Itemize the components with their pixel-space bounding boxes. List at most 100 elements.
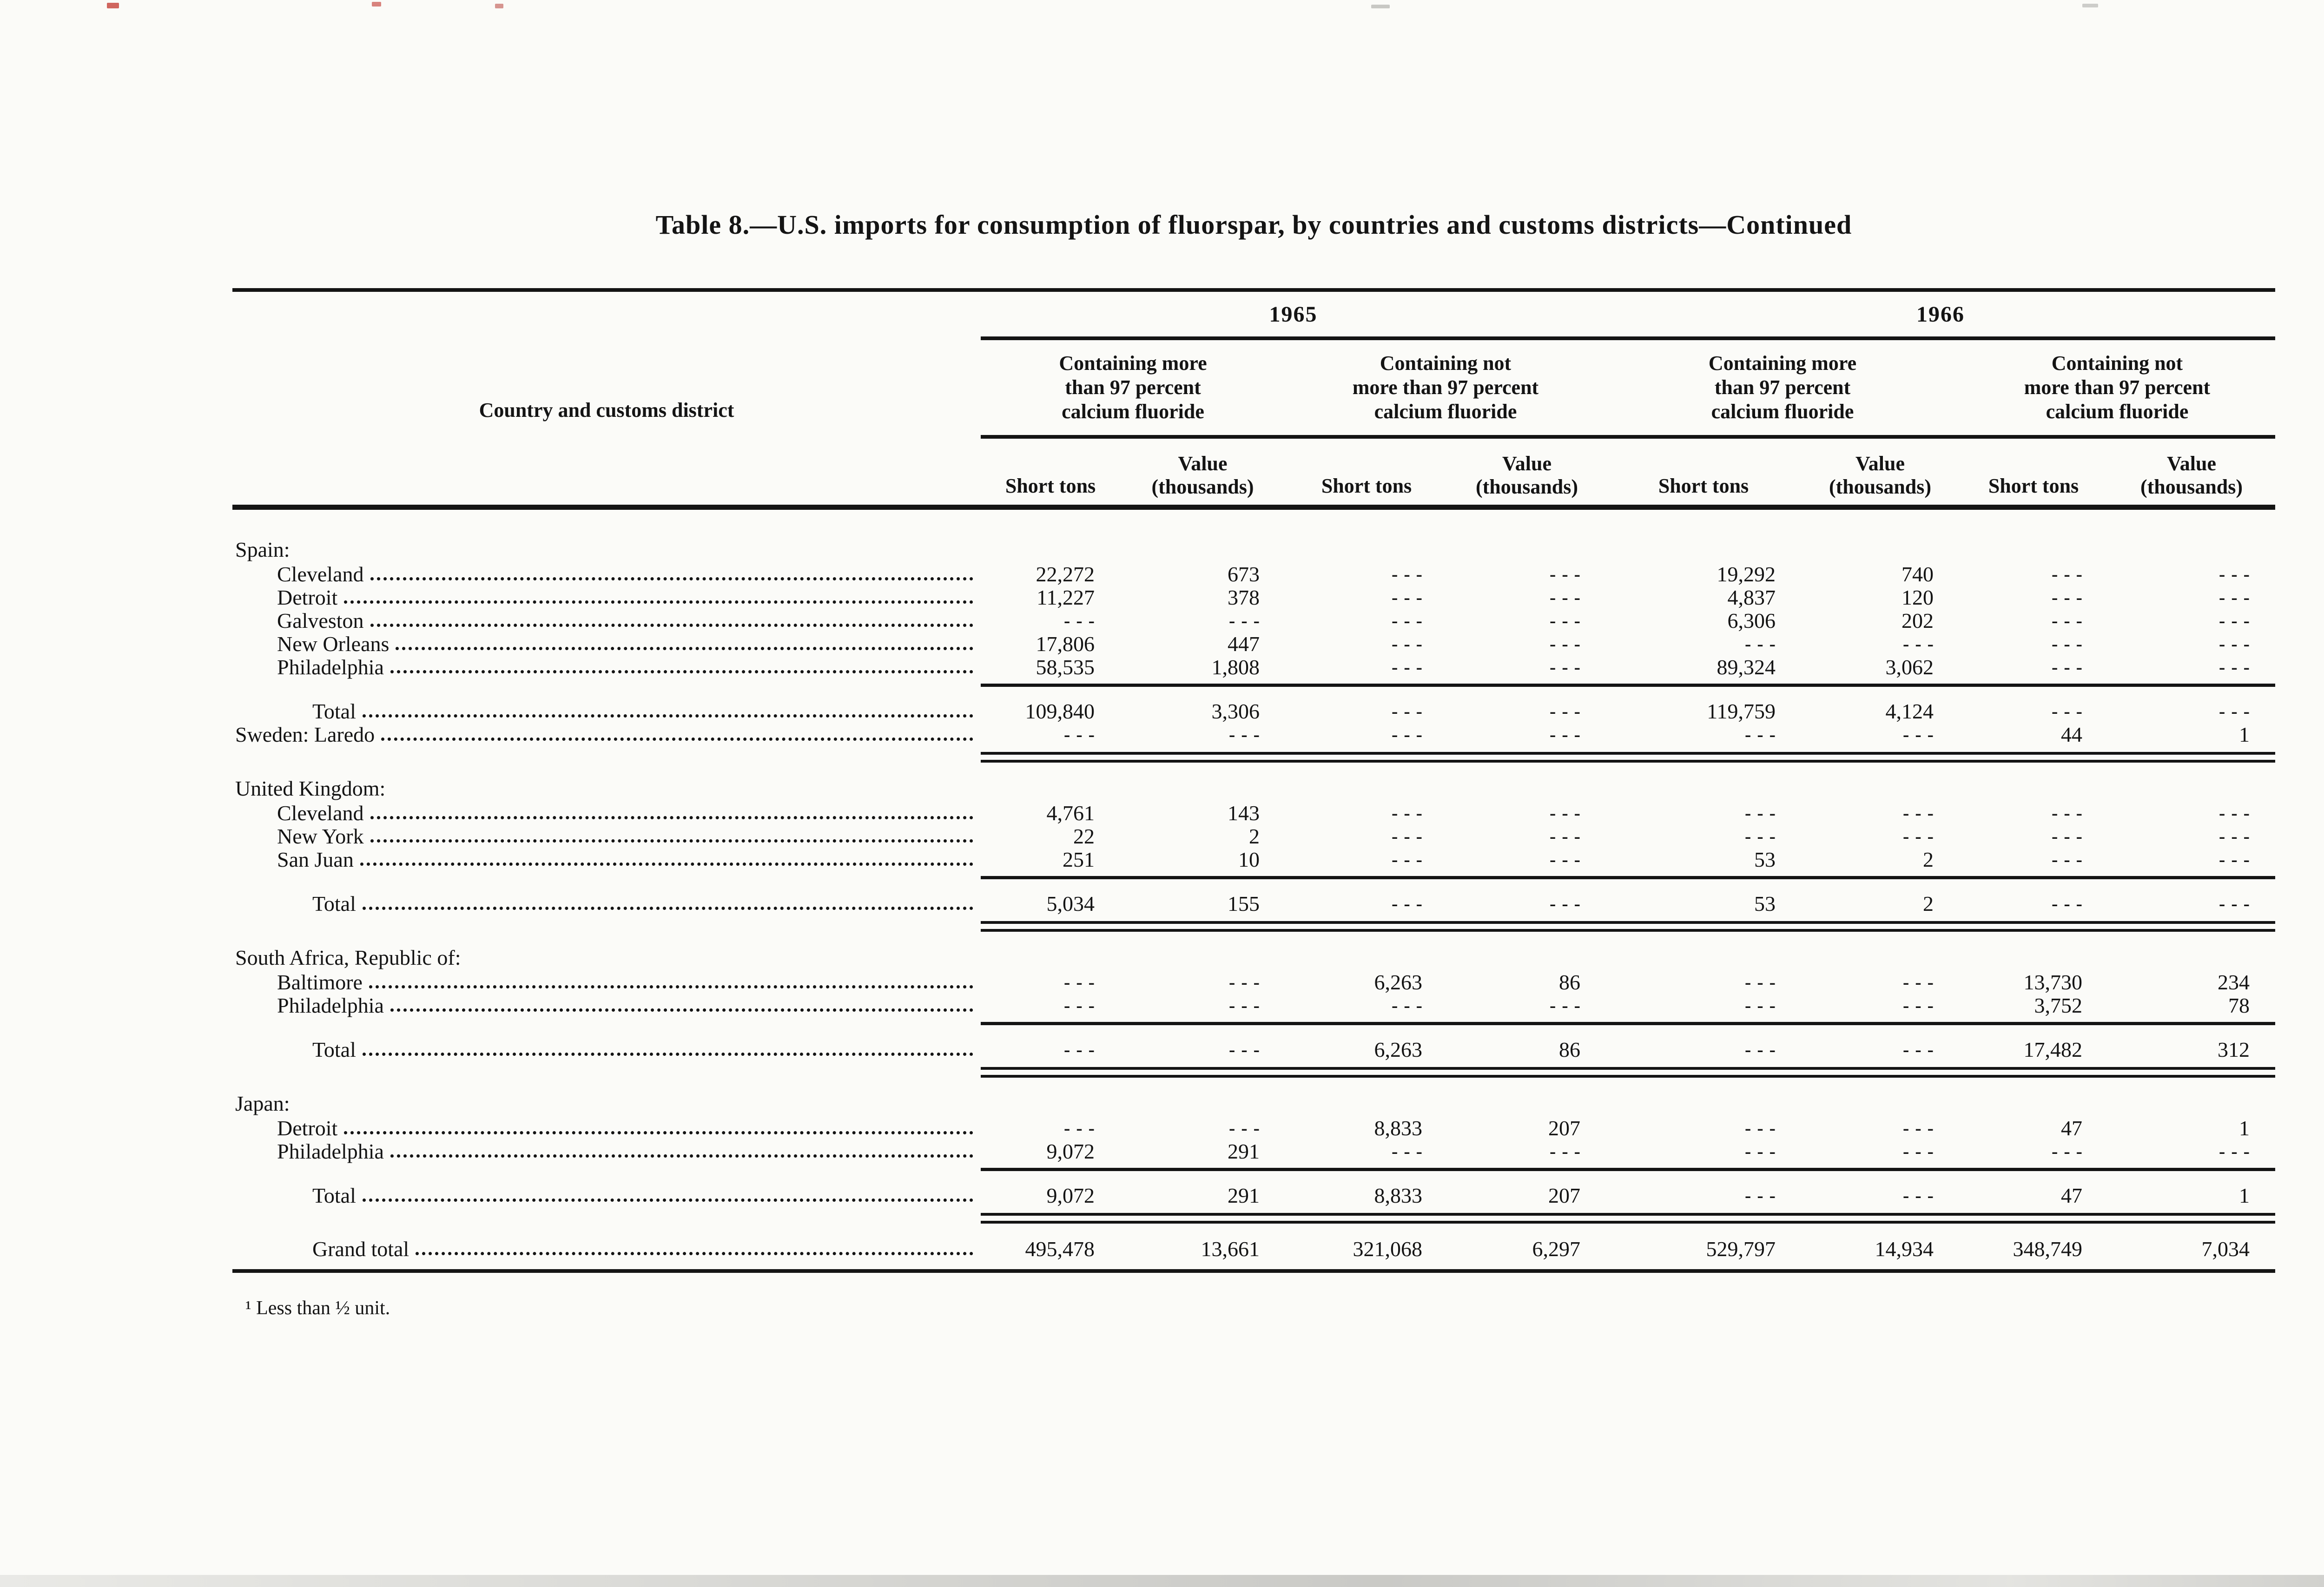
cell: --- [2219,803,2256,823]
row-stub: New Orleans [232,632,981,656]
cell: --- [1903,633,1940,654]
cell: 529,797 [1706,1237,1776,1261]
section-row: South Africa, Republic of: [232,945,2275,970]
cell: 19,292 [1717,562,1776,586]
cell: --- [1903,1185,1940,1206]
row-label: Detroit [277,586,338,609]
cell: --- [1745,724,1782,745]
cell: --- [1745,803,1782,823]
cell: --- [1229,972,1266,993]
cell: 6,263 [1374,970,1423,994]
cell: 7,034 [2201,1237,2250,1261]
cell: --- [1745,1141,1782,1162]
cell: --- [1903,1118,1940,1139]
scan-artifact [372,2,381,7]
cell: 207 [1548,1184,1580,1207]
row-stub: Total [232,1183,981,1208]
cell: 2 [1249,824,1260,848]
cell: --- [1550,849,1586,870]
cell: 86 [1559,1038,1580,1061]
cell: 58,535 [1036,655,1095,679]
cell: 6,306 [1727,609,1776,632]
leader-dots [390,670,973,673]
row-stub: Galveston [232,608,981,633]
leader-dots [362,907,973,910]
cell: 5,034 [1046,892,1095,915]
cell: --- [1550,587,1586,608]
leader-dots [370,624,973,627]
row-label: Galveston [277,609,364,632]
cell: --- [1392,1141,1428,1162]
cell: 2 [1923,848,1934,871]
cell: 291 [1228,1184,1260,1207]
cell: --- [1745,1039,1782,1060]
cell: 120 [1901,586,1934,609]
cell: --- [1903,803,1940,823]
leader-dots [344,600,973,604]
row-stub: Philadelphia [232,993,981,1018]
cell: --- [1392,803,1428,823]
cell: --- [1550,893,1586,914]
row-label: Spain: [235,537,290,561]
row-label: Total [312,1038,356,1061]
stub-header: Country and customs district [479,399,734,421]
row-stub: San Juan [232,847,981,872]
cell: 348,749 [2013,1237,2083,1261]
cell: --- [1903,1039,1940,1060]
section-rule [981,1022,2275,1025]
cell: 740 [1901,562,1934,586]
row-stub: Spain: [232,537,981,562]
row-label: Philadelphia [277,655,384,679]
leader-dots [370,839,973,843]
table-row: Philadelphia --- --- --- --- --- --- 3,752 78 [232,993,2275,1018]
cell: --- [1550,610,1586,631]
cell: --- [1064,610,1101,631]
section-rule [981,1213,2275,1224]
group-header-1966-more: Containing more than 97 percent calcium … [1708,352,1857,423]
cell: --- [2219,657,2256,678]
table-bottom-rule [232,1269,2275,1273]
table-row: Sweden: Laredo --- --- --- --- --- --- 44 1 [232,722,2275,746]
cell: --- [1064,724,1101,745]
cell: 4,124 [1885,699,1934,723]
year-header-row: 1965 1966 [232,292,2275,336]
cell: 3,062 [1885,655,1934,679]
cell: --- [2219,610,2256,631]
total-row: Total --- --- 6,263 86 --- --- 17,482 312 [232,1037,2275,1062]
cell: 13,730 [2023,970,2083,994]
row-stub: United Kingdom: [232,776,981,801]
row-stub: Cleveland [232,562,981,586]
row-label: Total [312,1184,356,1207]
cell: 155 [1228,892,1260,915]
row-stub: Cleveland [232,801,981,825]
cell: --- [2052,610,2088,631]
leader-dots [344,1131,973,1134]
row-label: South Africa, Republic of: [235,945,461,969]
cell: --- [1392,995,1428,1016]
leader-dots [362,1198,973,1202]
cell: --- [1064,1039,1101,1060]
cell: 47 [2061,1184,2082,1207]
row-stub: Detroit [232,585,981,610]
cell: --- [2219,633,2256,654]
cell: --- [1550,724,1586,745]
cell: 378 [1228,586,1260,609]
group-header-1965-notmore: Containing not more than 97 percent calc… [1352,352,1539,423]
cell: --- [1229,995,1266,1016]
table-row: Galveston --- --- --- --- 6,306 202 --- --- [232,608,2275,632]
leader-dots [390,1008,973,1012]
cell: 207 [1548,1116,1580,1140]
cell: --- [1550,826,1586,847]
cell: --- [1903,972,1940,993]
cell: 109,840 [1025,699,1095,723]
cell: 78 [2228,994,2250,1017]
col-header-value: Value (thousands) [1151,452,1254,499]
cell: --- [1550,701,1586,722]
cell: 17,806 [1036,632,1095,656]
cell: --- [1903,1141,1940,1162]
row-stub: Total [232,1037,981,1062]
cell: --- [1392,587,1428,608]
row-stub: New York [232,824,981,849]
cell: --- [1903,826,1940,847]
row-label: Cleveland [277,562,364,586]
